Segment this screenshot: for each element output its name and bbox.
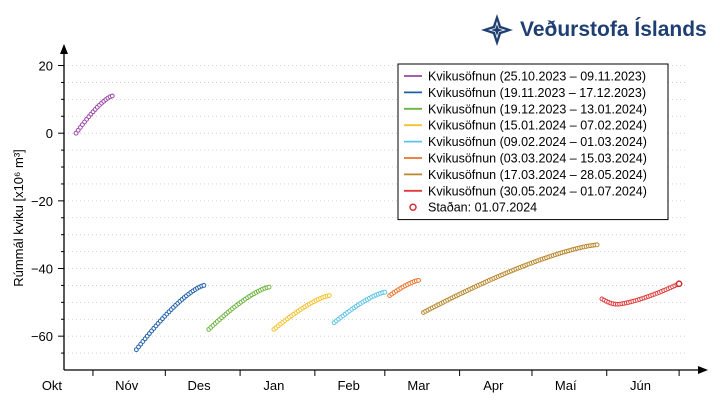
data-point (382, 289, 388, 295)
current-state-point (675, 280, 683, 288)
legend-label-current: Staðan: 01.07.2024 (428, 201, 537, 215)
x-tick-label: Jan (263, 378, 284, 393)
x-tick-label: Jún (630, 378, 651, 393)
data-point (201, 283, 207, 288)
x-tick-label: Apr (483, 378, 504, 393)
legend-label: Kvikusöfnun (30.05.2024 – 01.07.2024) (428, 184, 647, 198)
y-axis-title: Rúmmál kviku [x10⁶ m³] (11, 149, 26, 287)
legend-label: Kvikusöfnun (19.12.2023 – 13.01.2024) (428, 102, 647, 116)
logo (481, 14, 513, 46)
brand-name: Veðurstofa Íslands (520, 18, 707, 41)
legend-label: Kvikusöfnun (17.03.2024 – 28.05.2024) (428, 168, 647, 182)
axes (60, 44, 708, 374)
x-tick-label: Maí (555, 378, 577, 393)
x-tick-label: Nóv (115, 378, 139, 393)
data-point (266, 284, 272, 290)
legend-swatch-current (409, 203, 417, 211)
series-7 (421, 242, 600, 315)
x-axis-arrow (698, 366, 708, 374)
legend-label: Kvikusöfnun (25.10.2023 – 09.11.2023) (428, 70, 646, 84)
data-point (594, 242, 600, 248)
series-5 (331, 289, 388, 326)
series-group (73, 93, 683, 353)
x-tick-label: Des (188, 378, 212, 393)
data-point (326, 293, 332, 298)
series-1 (73, 93, 115, 136)
x-ticks: Okt Nóv Des Jan Feb Mar Apr Maí Jún (42, 370, 680, 393)
y-ticks: 20 0 −20 −40 −60 (31, 59, 64, 354)
series-2 (133, 283, 207, 353)
y-tick-label: −20 (31, 194, 53, 209)
x-tick-label: Feb (337, 378, 359, 393)
y-tick-label: 20 (39, 59, 53, 74)
compass-star-icon (481, 14, 513, 46)
legend-label: Kvikusöfnun (03.03.2024 – 15.03.2024) (428, 152, 647, 166)
x-tick-label: Okt (42, 378, 63, 393)
x-tick-label: Mar (407, 378, 430, 393)
data-point (416, 277, 421, 283)
legend-box (397, 63, 669, 221)
legend-label: Kvikusöfnun (09.02.2024 – 01.03.2024) (428, 135, 647, 149)
y-tick-label: −60 (31, 329, 53, 344)
y-tick-label: −40 (31, 262, 53, 277)
y-axis-arrow (60, 44, 68, 54)
series-6 (387, 277, 421, 298)
series-4 (271, 293, 332, 332)
legend-label: Kvikusöfnun (15.01.2024 – 07.02.2024) (428, 119, 647, 133)
legend-label: Kvikusöfnun (19.11.2023 – 17.12.2023) (428, 86, 646, 100)
y-tick-label: 0 (46, 126, 53, 141)
series-3 (206, 284, 272, 332)
data-point (109, 93, 115, 99)
legend: Kvikusöfnun (25.10.2023 – 09.11.2023) Kvi… (397, 63, 669, 221)
